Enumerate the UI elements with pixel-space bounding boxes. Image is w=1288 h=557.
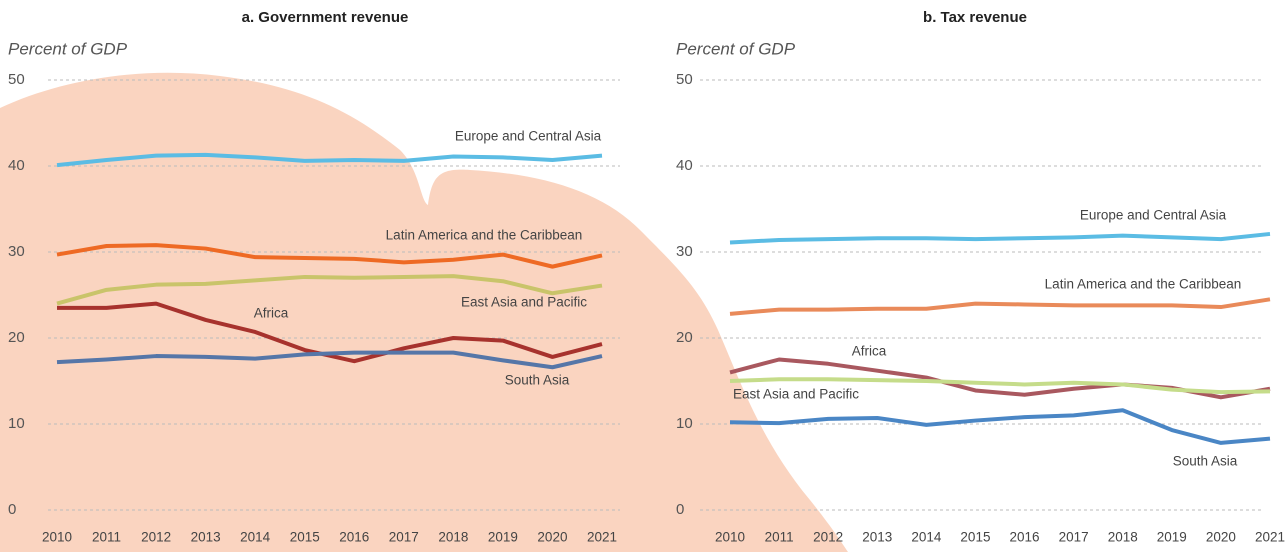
series-label: Europe and Central Asia bbox=[455, 129, 602, 144]
x-tick-label: 2015 bbox=[960, 530, 990, 545]
y-tick-label: 10 bbox=[676, 415, 693, 432]
y-tick-label: 20 bbox=[676, 329, 693, 346]
series-line bbox=[729, 297, 1271, 316]
x-tick-label: 2015 bbox=[290, 530, 320, 545]
series-line bbox=[56, 274, 603, 306]
y-tick-label: 50 bbox=[676, 71, 693, 88]
x-tick-label: 2011 bbox=[92, 530, 121, 545]
x-tick-label: 2017 bbox=[389, 530, 419, 545]
y-tick-label: 0 bbox=[8, 501, 16, 518]
x-tick-label: 2020 bbox=[537, 530, 567, 545]
series-line bbox=[729, 231, 1271, 245]
series-label: East Asia and Pacific bbox=[461, 295, 587, 310]
x-tick-label: 2021 bbox=[587, 530, 617, 545]
x-tick-label: 2018 bbox=[1108, 530, 1138, 545]
series-line bbox=[729, 408, 1271, 445]
chart-title: b. Tax revenue bbox=[923, 9, 1027, 26]
y-tick-label: 10 bbox=[8, 415, 25, 432]
x-tick-label: 2013 bbox=[191, 530, 221, 545]
y-tick-label: 20 bbox=[8, 329, 25, 346]
y-tick-label: 40 bbox=[676, 157, 693, 174]
x-tick-label: 2019 bbox=[488, 530, 518, 545]
x-tick-label: 2016 bbox=[1010, 530, 1040, 545]
y-tick-label: 30 bbox=[676, 243, 693, 260]
background-blob bbox=[0, 72, 848, 552]
x-tick-label: 2010 bbox=[42, 530, 72, 545]
x-tick-label: 2012 bbox=[813, 530, 843, 545]
x-tick-label: 2012 bbox=[141, 530, 171, 545]
series-label: Africa bbox=[852, 344, 887, 359]
series-label: South Asia bbox=[1173, 454, 1238, 469]
axis-unit: Percent of GDP bbox=[8, 39, 128, 58]
series-line bbox=[56, 152, 603, 168]
series-label: Latin America and the Caribbean bbox=[386, 228, 583, 243]
series-line bbox=[729, 377, 1271, 395]
y-tick-label: 0 bbox=[676, 501, 684, 518]
y-tick-label: 40 bbox=[8, 157, 25, 174]
x-tick-label: 2017 bbox=[1059, 530, 1089, 545]
series-label: Latin America and the Caribbean bbox=[1045, 277, 1242, 292]
x-tick-label: 2019 bbox=[1157, 530, 1187, 545]
series-label: Africa bbox=[254, 306, 289, 321]
series-label: East Asia and Pacific bbox=[733, 387, 859, 402]
x-tick-label: 2010 bbox=[715, 530, 745, 545]
x-tick-label: 2018 bbox=[438, 530, 468, 545]
x-tick-label: 2013 bbox=[862, 530, 892, 545]
y-tick-label: 50 bbox=[8, 71, 25, 88]
series-line bbox=[57, 301, 603, 364]
series-line bbox=[56, 243, 603, 269]
axis-unit: Percent of GDP bbox=[676, 39, 796, 58]
x-tick-label: 2016 bbox=[339, 530, 369, 545]
x-tick-label: 2014 bbox=[911, 530, 942, 545]
chart-title: a. Government revenue bbox=[242, 9, 409, 26]
x-tick-label: 2014 bbox=[240, 530, 271, 545]
series-line bbox=[56, 350, 603, 370]
x-tick-label: 2020 bbox=[1206, 530, 1236, 545]
series-label: Europe and Central Asia bbox=[1080, 208, 1227, 223]
x-tick-label: 2021 bbox=[1255, 530, 1285, 545]
x-tick-label: 2011 bbox=[765, 530, 794, 545]
y-tick-label: 30 bbox=[8, 243, 25, 260]
series-label: South Asia bbox=[505, 373, 570, 388]
